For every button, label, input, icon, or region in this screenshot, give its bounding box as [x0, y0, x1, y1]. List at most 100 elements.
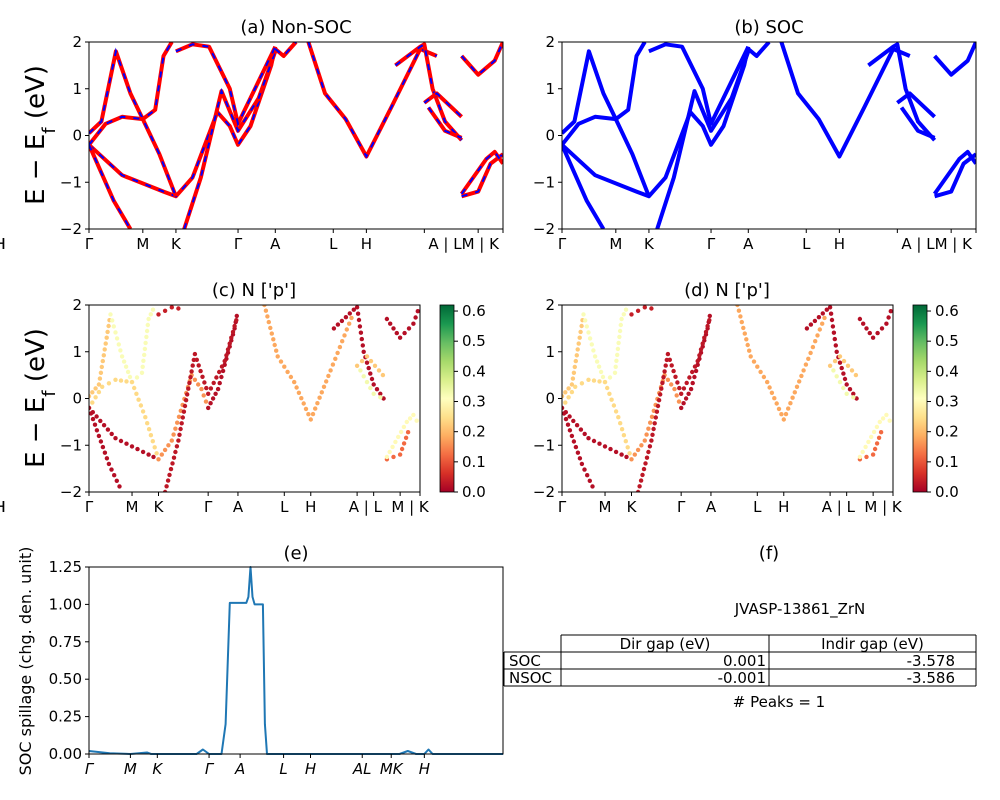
scatter-point — [597, 379, 602, 384]
scatter-point — [173, 426, 178, 431]
scatter-point — [344, 327, 349, 332]
scatter-point — [774, 401, 779, 406]
scatter-point — [576, 341, 581, 346]
band-line-nsoc — [306, 42, 438, 159]
scatter-point — [134, 391, 139, 396]
band-line-nsoc — [394, 42, 464, 142]
scatter-point — [589, 342, 594, 347]
scatter-point — [219, 364, 225, 369]
scatter-point — [853, 372, 859, 378]
scatter-point — [623, 439, 628, 444]
scatter-point — [388, 321, 393, 326]
scatter-point — [587, 478, 592, 483]
scatter-point — [335, 322, 341, 327]
scatter-point — [171, 455, 177, 460]
scatter-point — [391, 326, 396, 331]
panel-b: (b) SOC −2 −1 0 1 2 Γ M K Γ A L H A | LM | K H — [0, 17, 977, 253]
band-line-nsoc — [459, 149, 503, 196]
band-line-dashed — [461, 153, 503, 198]
panel-b-bands — [562, 42, 976, 229]
scatter-point — [326, 373, 331, 379]
scatter-point — [888, 309, 893, 314]
scatter-point — [391, 454, 396, 460]
band-line-soc — [867, 42, 937, 142]
scatter-point — [695, 358, 700, 364]
scatter-point — [877, 419, 882, 425]
scatter-point — [342, 333, 347, 338]
scatter-point — [124, 441, 129, 446]
panel-e-kpoint-label: M — [124, 760, 137, 778]
scatter-point — [869, 434, 874, 440]
scatter-point — [313, 406, 318, 411]
scatter-point — [870, 452, 876, 457]
scatter-point — [111, 324, 117, 329]
scatter-point — [176, 414, 182, 419]
scatter-point — [572, 364, 577, 370]
scatter-point — [90, 400, 95, 405]
scatter-point — [180, 415, 185, 420]
scatter-point — [697, 353, 702, 358]
panel-e-ytick-label: 0.75 — [49, 633, 82, 651]
scatter-point — [587, 336, 593, 341]
panel-c-ytick-label: 2 — [72, 296, 82, 314]
scatter-point — [185, 392, 190, 397]
scatter-point — [693, 368, 699, 374]
scatter-point — [653, 415, 658, 420]
panel-c-kpoint-label: A — [233, 498, 244, 516]
scatter-point — [186, 386, 191, 391]
scatter-point — [644, 455, 650, 460]
scatter-point — [92, 422, 98, 427]
scatter-point — [398, 429, 404, 435]
scatter-point — [820, 311, 825, 316]
panel-c-kpoint-label: Γ — [85, 498, 94, 516]
scatter-point — [857, 454, 863, 460]
scatter-point — [844, 391, 849, 396]
scatter-point — [586, 330, 591, 335]
scatter-point — [642, 438, 647, 443]
scatter-point — [751, 359, 757, 364]
scatter-point — [569, 433, 575, 439]
panel-e-plot: 0.000.250.500.751.001.25Γ M K Γ A L H AL MK H — [49, 558, 504, 778]
scatter-point — [579, 461, 585, 467]
scatter-point — [121, 359, 127, 364]
panel-a-kpoint-label: A — [270, 235, 281, 253]
scatter-point — [339, 318, 345, 324]
panel-b-ytick-label: −2 — [533, 220, 555, 238]
scatter-point — [866, 439, 871, 445]
scatter-point — [113, 330, 118, 335]
scatter-point — [96, 382, 102, 387]
panel-a-kpoint-label: L — [329, 235, 338, 253]
scatter-point — [188, 375, 193, 380]
scatter-point — [263, 308, 269, 313]
scatter-point — [401, 424, 407, 430]
scatter-point — [652, 421, 657, 426]
scatter-point — [808, 350, 813, 356]
panel-b-ytick-label: 2 — [545, 33, 555, 51]
scatter-point — [767, 385, 772, 390]
scatter-point — [169, 305, 174, 310]
scatter-point — [745, 342, 750, 348]
panel-c-title: (c) N ['p'] — [212, 280, 296, 301]
scatter-point — [378, 391, 383, 396]
scatter-point — [872, 446, 878, 452]
panel-c-kpoint-label: K — [154, 498, 165, 516]
scatter-point — [671, 368, 676, 374]
scatter-point — [110, 318, 115, 323]
scatter-point — [90, 390, 95, 395]
panel-f: (f) JVASP-13861_ZrN Dir gap (eV) Indir ga… — [503, 543, 977, 711]
scatter-point — [563, 390, 568, 395]
scatter-point — [658, 392, 663, 397]
scatter-point — [394, 330, 399, 336]
scatter-point — [592, 354, 598, 359]
scatter-point — [145, 322, 150, 328]
panel-e-kpoint-label: H — [305, 760, 316, 778]
band-line-dashed — [89, 144, 132, 229]
band-line-dashed — [427, 106, 462, 139]
scatter-point — [605, 385, 610, 391]
scatter-point — [354, 305, 360, 310]
scatter-point — [114, 478, 120, 483]
scatter-point — [864, 454, 869, 460]
scatter-point — [629, 312, 634, 317]
